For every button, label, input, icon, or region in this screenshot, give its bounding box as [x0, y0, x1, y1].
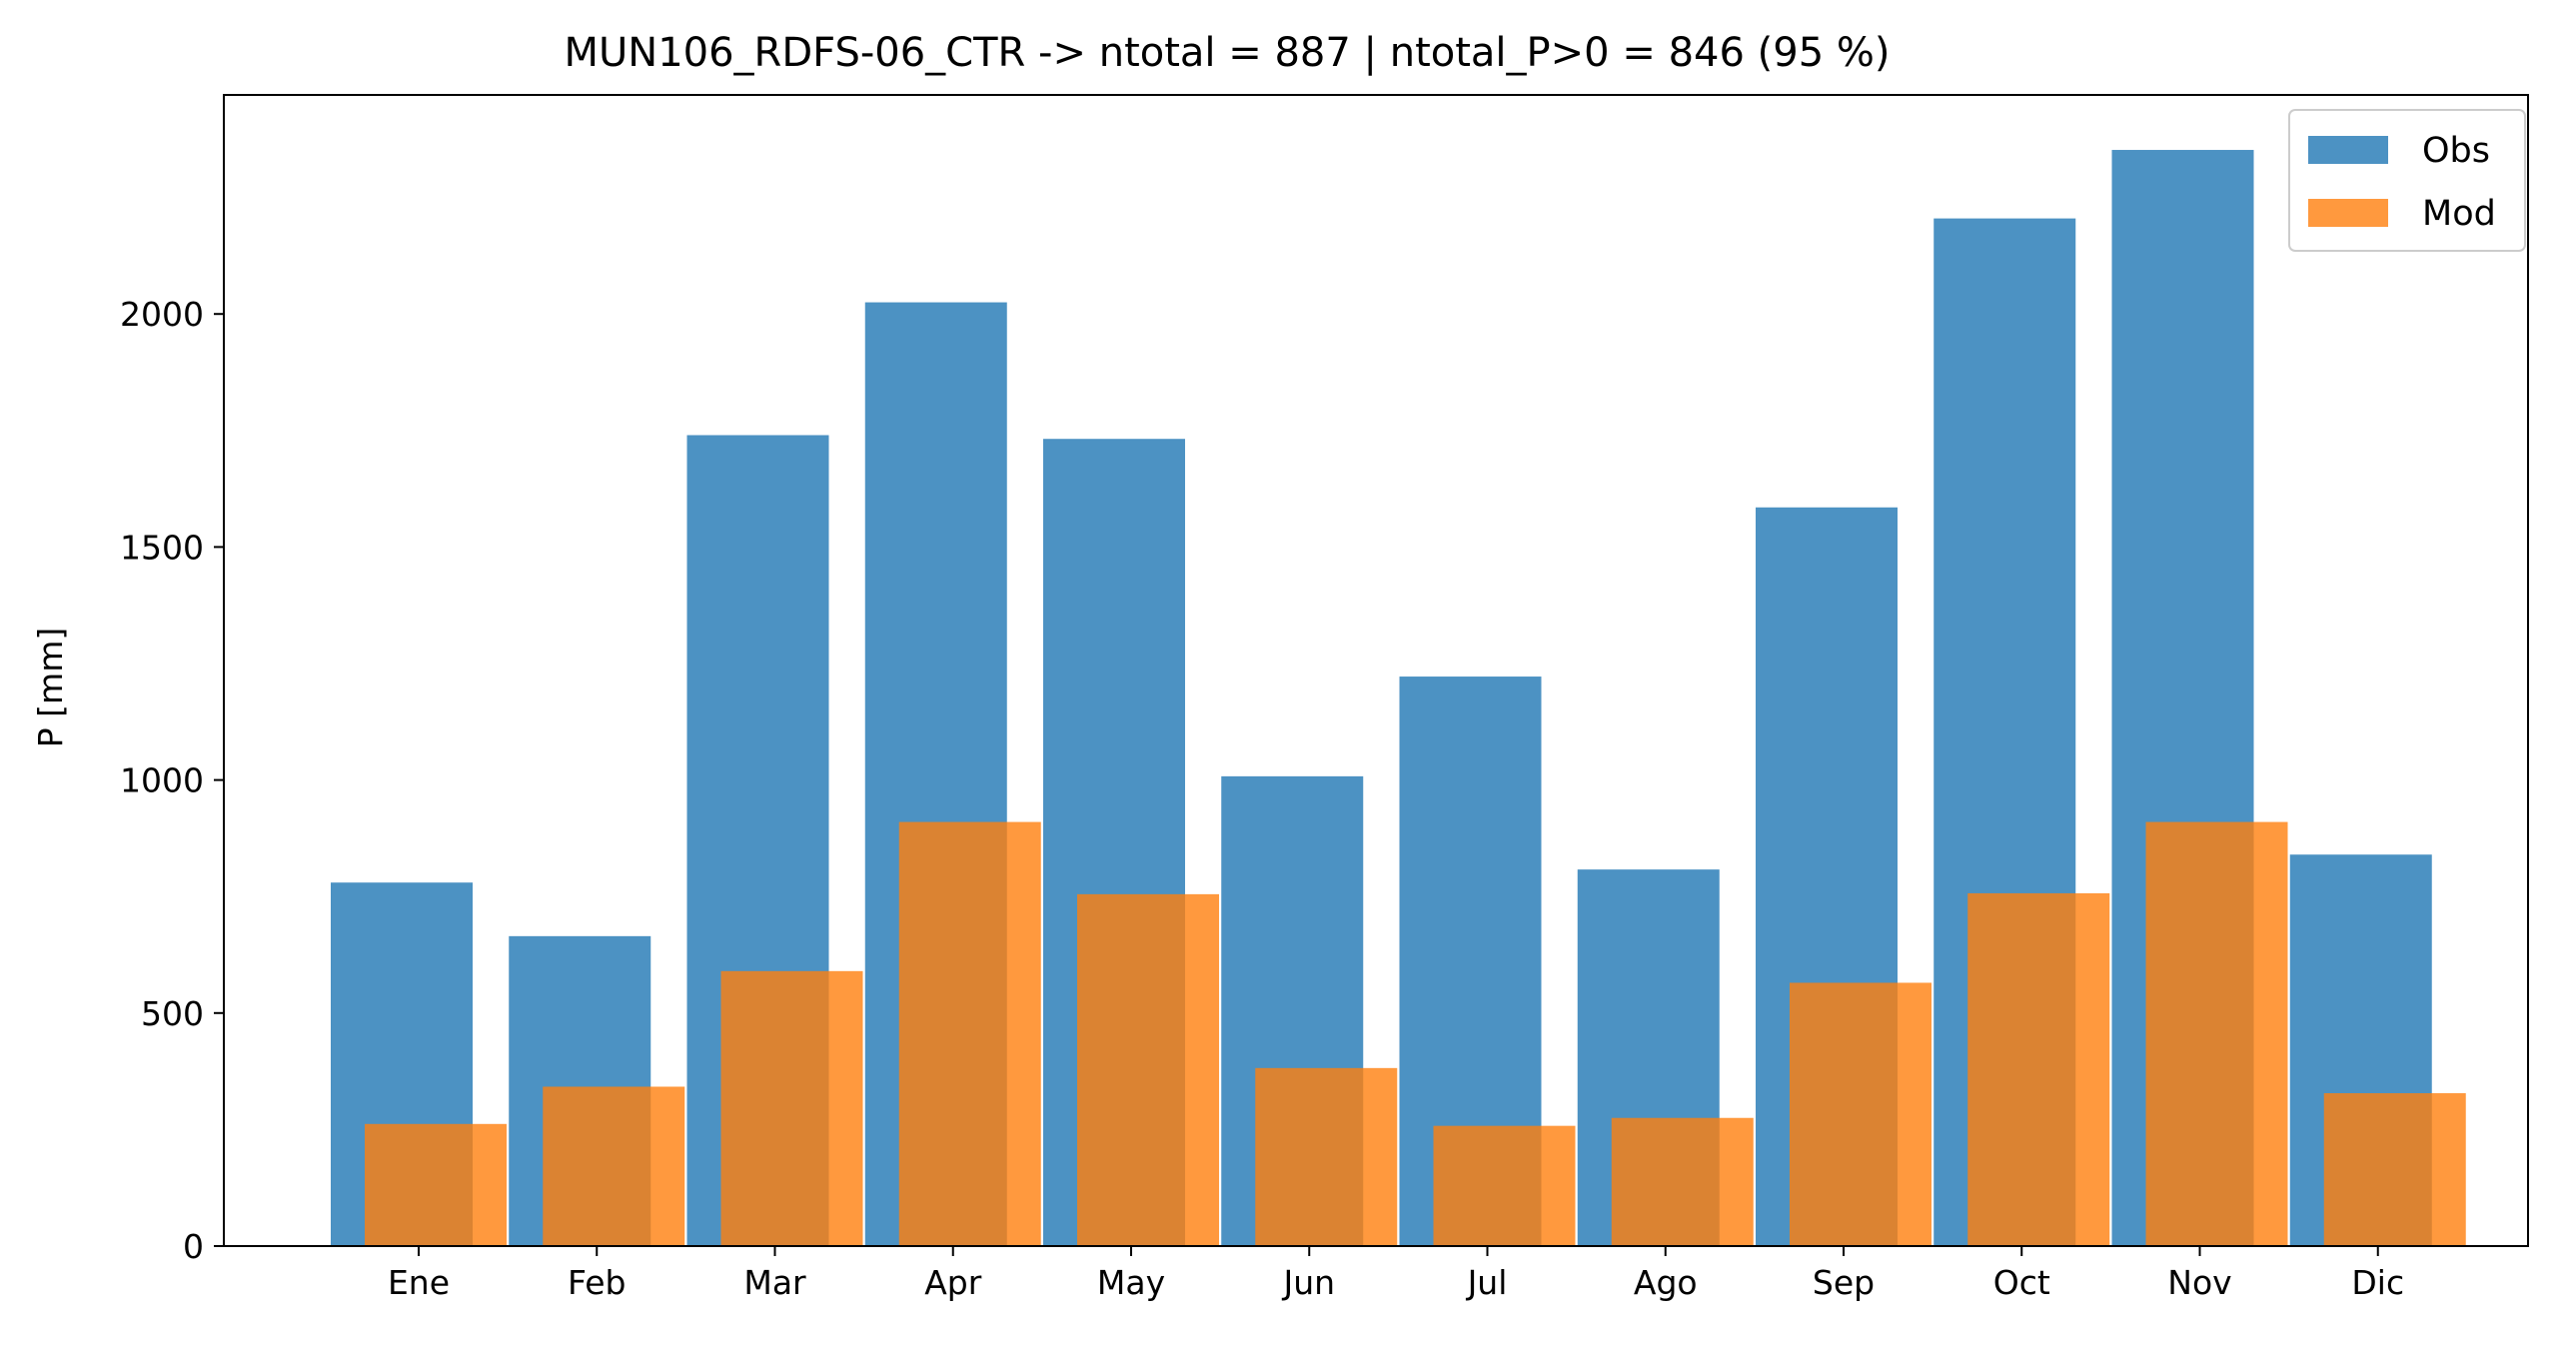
legend-label-mod: Mod	[2422, 194, 2496, 234]
y-axis-label: P [mm]	[31, 628, 70, 747]
y-tick-label: 1000	[120, 761, 204, 800]
legend-swatch-obs	[2308, 136, 2388, 164]
x-tick-label: Nov	[2167, 1263, 2231, 1302]
x-tick-label: Jun	[1281, 1263, 1335, 1302]
bar-mod-may	[1077, 893, 1219, 1246]
x-tick-label: Apr	[924, 1263, 982, 1302]
bar-mod-mar	[720, 970, 863, 1246]
bar-mod-sep	[1790, 982, 1932, 1246]
y-tick-label: 2000	[120, 295, 204, 334]
legend-label-obs: Obs	[2422, 131, 2490, 171]
y-tick-label: 500	[141, 994, 204, 1033]
x-tick-label: Ago	[1634, 1263, 1698, 1302]
legend: Obs Mod	[2288, 109, 2526, 252]
x-tick-label: Feb	[568, 1263, 626, 1302]
bar-mod-oct	[1967, 892, 2110, 1246]
x-tick-label: Jul	[1466, 1263, 1508, 1302]
x-tick-label: Oct	[1993, 1263, 2050, 1302]
bar-mod-apr	[898, 821, 1041, 1246]
bar-mod-nov	[2145, 821, 2288, 1246]
chart-title: MUN106_RDFS-06_CTR -> ntotal = 887 | nto…	[565, 30, 1891, 76]
x-tick-label: Ene	[388, 1263, 450, 1302]
x-tick-label: Dic	[2351, 1263, 2404, 1302]
bar-mod-ago	[1611, 1117, 1754, 1246]
y-ticks-layer: 0 500 1000 1500 2000	[120, 295, 224, 1266]
bar-mod-feb	[543, 1086, 685, 1246]
y-tick-label: 0	[183, 1227, 204, 1266]
x-tick-label: Mar	[743, 1263, 806, 1302]
plot-frame	[223, 94, 2529, 1247]
y-tick-label: 1500	[120, 528, 204, 567]
bar-mod-dic	[2323, 1093, 2466, 1246]
x-tick-label: May	[1097, 1263, 1165, 1302]
bars-layer	[331, 150, 2466, 1247]
x-tick-label: Sep	[1813, 1263, 1875, 1302]
legend-swatch-mod	[2308, 199, 2388, 227]
x-ticks-layer: Ene Feb Mar Apr May Jun Jul Ago Sep Oct Nov Dic	[388, 1246, 2404, 1302]
bar-mod-jun	[1255, 1067, 1398, 1246]
bar-mod-jul	[1433, 1125, 1576, 1246]
bar-mod-ene	[365, 1123, 507, 1246]
